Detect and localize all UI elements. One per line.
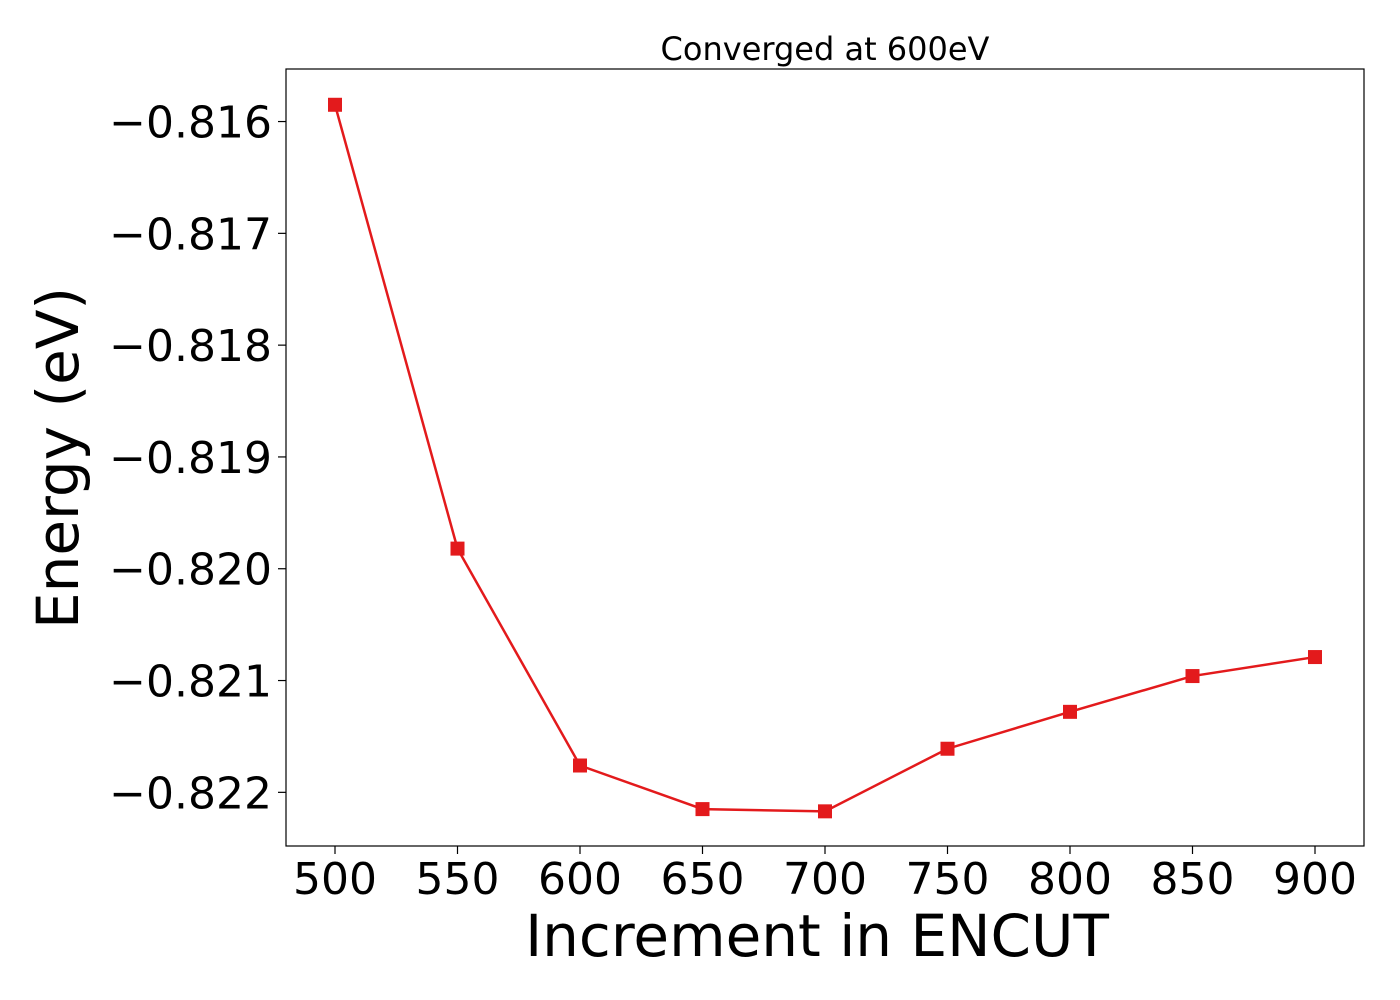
plot-area: 500 550 600 650 700 750 800 850 900 −0.816 −0.817 −…: [109, 98, 1357, 905]
y-tick-label: −0.822: [109, 768, 272, 819]
x-tick-label: 850: [1151, 854, 1235, 905]
y-tick-label: −0.816: [109, 98, 272, 149]
y-tick-label: −0.821: [109, 657, 272, 708]
x-tick-label: 500: [293, 854, 377, 905]
x-tick-label: 900: [1273, 854, 1357, 905]
series-line: [333, 104, 1316, 813]
x-tick-label: 550: [416, 854, 500, 905]
data-point-marker: [450, 541, 465, 556]
chart-title: Converged at 600eV: [661, 30, 990, 68]
data-point-marker: [818, 804, 832, 819]
y-tick-label: −0.817: [109, 209, 272, 260]
x-tick-label: 700: [783, 854, 867, 905]
axes-frame: [285, 68, 1365, 847]
y-tick-label: −0.818: [109, 321, 272, 372]
data-point-marker: [328, 97, 342, 112]
data-point-marker: [940, 741, 955, 756]
x-tick-label: 750: [906, 854, 990, 905]
data-point-marker: [1308, 650, 1322, 665]
data-point-marker: [695, 802, 710, 817]
y-tick-label: −0.820: [109, 545, 272, 596]
data-point-marker: [1063, 704, 1077, 719]
x-tick-label: 600: [538, 854, 622, 905]
y-tick-label: −0.819: [109, 433, 272, 484]
data-point-marker: [1185, 669, 1200, 684]
y-axis-title: Energy (eV): [24, 287, 92, 629]
data-point-marker: [573, 758, 587, 773]
x-tick-label: 800: [1028, 854, 1112, 905]
x-axis-title: Increment in ENCUT: [525, 902, 1109, 970]
x-tick-label: 650: [661, 854, 745, 905]
